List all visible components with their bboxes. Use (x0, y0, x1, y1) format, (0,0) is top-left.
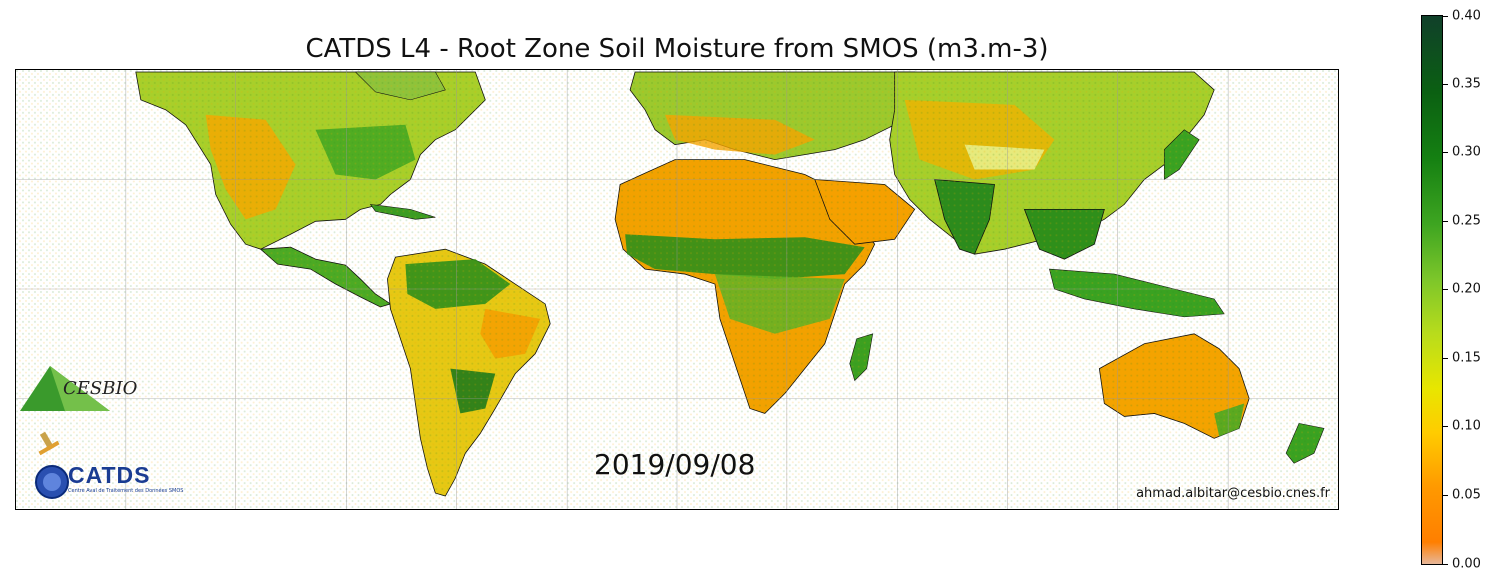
soil-moisture-map-graphic (16, 70, 1338, 509)
colorbar-label-6: 0.30 (1452, 144, 1481, 160)
colorbar (1421, 15, 1443, 565)
catds-logo-subtitle: Centre Aval de Traitement des Données SM… (68, 488, 184, 494)
colorbar-tick (1443, 16, 1448, 17)
colorbar-label-8: 0.40 (1452, 8, 1481, 24)
map-date: 2019/09/08 (594, 448, 756, 481)
colorbar-label-1: 0.05 (1452, 487, 1481, 503)
colorbar-label-5: 0.25 (1452, 213, 1481, 229)
colorbar-label-3: 0.15 (1452, 350, 1481, 366)
colorbar-tick (1443, 289, 1448, 290)
map-gridlines (16, 70, 1338, 509)
cesbio-logo (20, 366, 110, 411)
colorbar-label-2: 0.10 (1452, 418, 1481, 434)
catds-logo-text: CATDS (68, 462, 151, 488)
cesbio-logo-text: CESBIO (63, 378, 138, 399)
world-map: CESBIO CATDS Centre Aval de Traitement d… (15, 69, 1339, 510)
colorbar-tick (1443, 152, 1448, 153)
map-title: CATDS L4 - Root Zone Soil Moisture from … (305, 34, 1049, 64)
colorbar-tick (1443, 495, 1448, 496)
colorbar-tick (1443, 358, 1448, 359)
colorbar-tick (1443, 426, 1448, 427)
colorbar-tick (1443, 564, 1448, 565)
catds-logo (35, 431, 69, 499)
colorbar-label-0: 0.00 (1452, 556, 1481, 572)
author-credit: ahmad.albitar@cesbio.cnes.fr (1136, 486, 1330, 501)
colorbar-label-7: 0.35 (1452, 76, 1481, 92)
colorbar-tick (1443, 84, 1448, 85)
colorbar-tick (1443, 221, 1448, 222)
colorbar-label-4: 0.20 (1452, 281, 1481, 297)
